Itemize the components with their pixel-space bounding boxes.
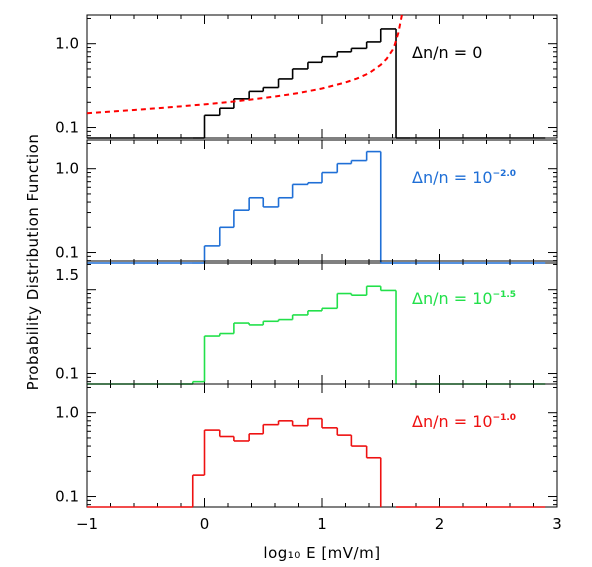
panel-label-main: Δn/n = 0 — [412, 43, 482, 62]
panel-label-exponent: −1.5 — [493, 290, 516, 300]
y-tick-label: 1.5 — [55, 266, 79, 284]
panel-label: Δn/n = 10−1.0 — [412, 412, 516, 431]
x-axis-title: log₁₀ E [mV/m] — [263, 544, 380, 562]
x-tick-label: 2 — [435, 515, 445, 533]
panel-label-exponent: −1.0 — [493, 413, 516, 423]
y-tick-label: 0.1 — [55, 488, 79, 506]
x-tick-label: 1 — [317, 515, 327, 533]
panel-3: 1.5 0.1 Δn/n = 10−1.5 — [55, 260, 558, 385]
x-tick-label: 3 — [552, 515, 562, 533]
x-tick-label: −1 — [76, 515, 98, 533]
y-tick-label: 1.0 — [55, 35, 79, 53]
chart-panels: 1.00.1Δn/n = 01.00.1Δn/n = 10−2.01.50.1Δ… — [55, 14, 562, 533]
panel-label: Δn/n = 10−2.0 — [412, 168, 516, 187]
panel-label-main: Δn/n = 10 — [412, 412, 493, 431]
panel-label-main: Δn/n = 10 — [412, 289, 493, 308]
y-axis-title: Probability Distribution Function — [24, 134, 42, 391]
y-tick-label: 0.1 — [55, 119, 79, 137]
panel-label-exponent: −2.0 — [493, 169, 516, 179]
x-tick-label: 0 — [200, 515, 210, 533]
y-tick-label: 0.1 — [55, 244, 79, 262]
model-curve-dashed — [86, 14, 403, 115]
panel-label: Δn/n = 10−1.5 — [412, 289, 516, 308]
y-tick-label: 1.0 — [55, 160, 79, 178]
y-tick-label: 1.0 — [55, 404, 79, 422]
panel-4: 1.0 0.1 Δn/n = 10−1.0 −1 0 1 2 3 — [55, 383, 562, 533]
panel-1: 1.0 0.1 Δn/n = 0 — [55, 14, 558, 139]
panel-label-main: Δn/n = 10 — [412, 168, 493, 187]
panel-label: Δn/n = 0 — [412, 43, 482, 62]
y-tick-label: 0.1 — [55, 365, 79, 383]
panel-2: 1.0 0.1 Δn/n = 10−2.0 — [55, 139, 558, 264]
